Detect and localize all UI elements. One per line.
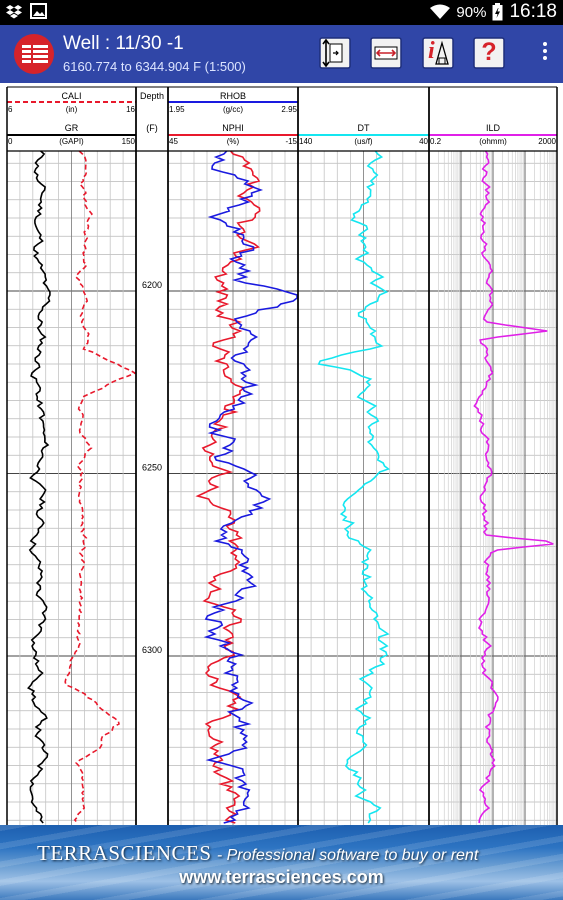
horizontal-scale-icon (370, 37, 402, 69)
ad-headline: TERRASCIENCES - Professional software to… (37, 841, 478, 866)
clock: 16:18 (509, 1, 557, 22)
track-headers: 6200 6250 6300 Depth (F) CALI 6 (in) 16 GR 0 (GAPI)… (7, 91, 557, 655)
grid-layer (7, 151, 557, 825)
scale-right-label: 2000 (538, 137, 556, 146)
ad-url[interactable]: www.terrasciences.com (179, 867, 384, 887)
depth-tick-label: 6200 (142, 280, 162, 290)
depth-unit-label: (F) (146, 123, 158, 133)
scale-right-label: -15 (285, 137, 297, 146)
log-curves (27, 150, 554, 824)
advertisement-banner[interactable]: TERRASCIENCES - Professional software to… (0, 825, 563, 900)
curve-name-dt: DT (358, 123, 370, 133)
help-button[interactable]: ? (472, 36, 506, 70)
scale-right-label: 2.95 (281, 105, 297, 114)
curve-dt (317, 150, 391, 824)
curve-name-ild: ILD (486, 123, 501, 133)
curve-cali (64, 150, 137, 824)
battery-percent: 90% (456, 3, 487, 21)
curve-name-nphi: NPHI (222, 123, 244, 133)
curve-gr (27, 150, 51, 824)
battery-icon (492, 3, 503, 21)
status-bar: 90% 16:18 (0, 0, 563, 25)
curve-unit-label: (ohmm) (479, 137, 507, 146)
scale-right-label: 40 (419, 137, 428, 146)
info-button[interactable]: i (421, 36, 455, 70)
scale-left-label: 45 (169, 137, 178, 146)
depth-tick-label: 6250 (142, 463, 162, 473)
scale-left-label: 6 (8, 105, 13, 114)
depth-header-label: Depth (140, 91, 164, 101)
vertical-scale-button[interactable] (318, 36, 352, 70)
image-icon (30, 3, 47, 19)
curve-unit-label: (us/f) (354, 137, 373, 146)
log-view[interactable]: 6200 6250 6300 Depth (F) CALI 6 (in) 16 GR 0 (GAPI)… (0, 83, 563, 825)
log-stack-icon (22, 43, 48, 65)
ad-brand: TERRASCIENCES (37, 841, 212, 865)
help-question-mark: ? (481, 38, 497, 66)
curve-unit-label: (GAPI) (59, 137, 84, 146)
wifi-icon (430, 4, 451, 19)
curve-rhob (203, 150, 298, 824)
overflow-menu-button[interactable] (541, 39, 549, 69)
track-borders (6, 86, 558, 825)
scale-left-label: 140 (299, 137, 313, 146)
vertical-scale-icon (319, 37, 351, 69)
depth-range-subtitle: 6160.774 to 6344.904 F (1:500) (63, 59, 246, 74)
depth-tick-label: 6300 (142, 645, 162, 655)
app-logo-icon[interactable] (14, 34, 54, 74)
curve-unit-label: (g/cc) (223, 105, 243, 114)
scale-right-label: 150 (122, 137, 136, 146)
well-title: Well : 11/30 -1 (63, 33, 184, 54)
horizontal-scale-button[interactable] (369, 36, 403, 70)
curve-ild (473, 150, 554, 824)
scale-left-label: 0.2 (430, 137, 442, 146)
info-icon (422, 37, 454, 69)
curve-unit-label: (in) (66, 105, 78, 114)
scale-right-label: 16 (126, 105, 135, 114)
app-bar: Well : 11/30 -1 6160.774 to 6344.904 F (… (0, 25, 563, 83)
ad-tagline: - Professional software to buy or rent (216, 847, 479, 864)
curve-name-rhob: RHOB (220, 91, 246, 101)
curve-name-gr: GR (65, 123, 79, 133)
curve-unit-label: (%) (227, 137, 240, 146)
scale-left-label: 0 (8, 137, 13, 146)
help-icon (473, 37, 505, 69)
info-letter: i (428, 38, 435, 64)
dropbox-icon (6, 5, 22, 19)
scale-left-label: 1.95 (169, 105, 185, 114)
curve-name-cali: CALI (61, 91, 81, 101)
